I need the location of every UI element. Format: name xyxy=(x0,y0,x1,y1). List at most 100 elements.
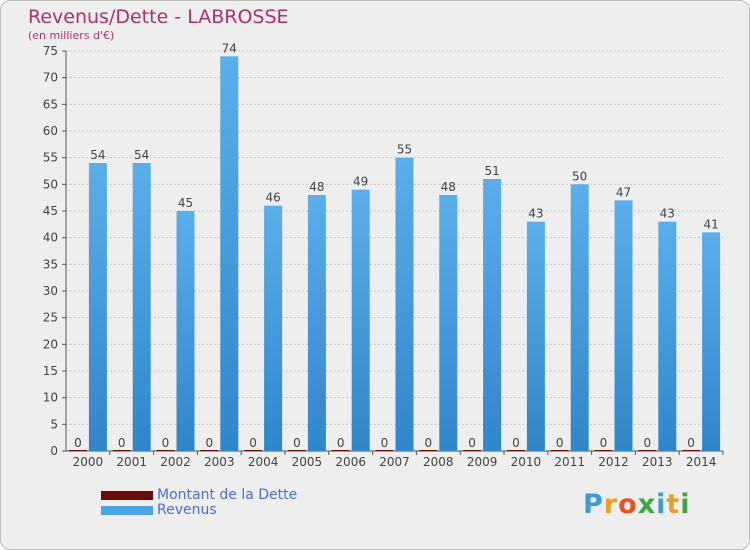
debt-bar xyxy=(550,450,569,451)
y-tick-label: 35 xyxy=(43,257,58,271)
y-tick-label: 30 xyxy=(43,284,58,298)
debt-value-label: 0 xyxy=(512,436,520,450)
debt-bar xyxy=(682,450,701,451)
brand-letter: x xyxy=(637,489,657,520)
y-tick-label: 5 xyxy=(50,417,58,431)
debt-bar xyxy=(68,450,87,451)
debt-value-label: 0 xyxy=(74,436,82,450)
debt-bar xyxy=(287,450,306,451)
debt-value-label: 0 xyxy=(381,436,389,450)
revenue-bar xyxy=(132,163,151,451)
revenue-bar xyxy=(570,184,589,452)
debt-bar xyxy=(331,450,350,451)
debt-value-label: 0 xyxy=(687,436,695,450)
chart-subtitle: (en milliers d'€) xyxy=(28,29,115,42)
y-tick-label: 45 xyxy=(43,204,58,218)
y-tick-label: 0 xyxy=(50,444,58,458)
debt-value-label: 0 xyxy=(249,436,257,450)
debt-bar xyxy=(419,450,438,451)
revenue-bar xyxy=(88,163,107,451)
revenue-bar xyxy=(395,157,414,451)
revenue-bar xyxy=(176,211,195,451)
chart-title: Revenus/Dette - LABROSSE xyxy=(28,6,289,28)
revenue-bar xyxy=(307,195,326,451)
revenue-value-label: 43 xyxy=(660,207,675,221)
y-tick-label: 55 xyxy=(43,151,58,165)
debt-value-label: 0 xyxy=(337,436,345,450)
x-tick-label: 2010 xyxy=(511,455,542,469)
debt-bar xyxy=(463,450,482,451)
legend-label-revenue: Revenus xyxy=(157,502,217,518)
debt-value-label: 0 xyxy=(205,436,213,450)
debt-value-label: 0 xyxy=(643,436,651,450)
debt-value-label: 0 xyxy=(600,436,608,450)
revenue-bar xyxy=(614,200,633,451)
debt-bar xyxy=(638,450,657,451)
x-tick-label: 2005 xyxy=(292,455,323,469)
brand-letter: t xyxy=(666,489,681,520)
y-tick-label: 75 xyxy=(43,44,58,58)
debt-bar xyxy=(156,450,175,451)
legend-swatch-revenue xyxy=(101,505,153,515)
revenue-bar xyxy=(351,189,370,451)
debt-bar xyxy=(594,450,613,451)
revenue-value-label: 49 xyxy=(353,175,368,189)
x-tick-label: 2012 xyxy=(598,455,629,469)
debt-bar xyxy=(506,450,525,451)
debt-value-label: 0 xyxy=(468,436,476,450)
x-tick-label: 2000 xyxy=(73,455,104,469)
y-tick-label: 70 xyxy=(43,71,58,85)
revenue-value-label: 55 xyxy=(397,143,412,157)
revenue-bar xyxy=(658,221,677,451)
revenue-value-label: 46 xyxy=(265,191,280,205)
brand-letter: i xyxy=(680,489,691,520)
revenue-value-label: 54 xyxy=(134,148,149,162)
revenue-value-label: 54 xyxy=(90,148,105,162)
revenue-value-label: 45 xyxy=(178,196,193,210)
revenue-value-label: 51 xyxy=(484,164,499,178)
revenue-value-label: 74 xyxy=(222,41,237,55)
x-tick-label: 2003 xyxy=(204,455,235,469)
y-tick-label: 65 xyxy=(43,97,58,111)
x-tick-label: 2007 xyxy=(379,455,410,469)
revenue-value-label: 43 xyxy=(528,207,543,221)
y-tick-label: 60 xyxy=(43,124,58,138)
legend-label-debt: Montant de la Dette xyxy=(157,487,298,503)
x-tick-label: 2006 xyxy=(335,455,366,469)
revenue-bar xyxy=(526,221,545,451)
x-tick-label: 2001 xyxy=(116,455,147,469)
x-tick-label: 2004 xyxy=(248,455,279,469)
legend-swatch-debt xyxy=(101,490,153,500)
legend-item-debt: Montant de la Dette xyxy=(101,487,298,503)
debt-bar xyxy=(200,450,219,451)
brand-letter: r xyxy=(603,489,619,520)
x-tick-label: 2014 xyxy=(686,455,717,469)
debt-value-label: 0 xyxy=(162,436,170,450)
y-tick-label: 20 xyxy=(43,337,58,351)
debt-bar xyxy=(112,450,131,451)
brand-letter: o xyxy=(618,489,638,520)
x-tick-label: 2002 xyxy=(160,455,191,469)
debt-value-label: 0 xyxy=(556,436,564,450)
x-tick-label: 2013 xyxy=(642,455,673,469)
brand-letter: P xyxy=(583,489,604,520)
brand-logo: Proxiti xyxy=(583,489,691,520)
y-tick-label: 25 xyxy=(43,311,58,325)
revenue-value-label: 48 xyxy=(441,180,456,194)
revenue-bar xyxy=(220,56,239,451)
revenue-bar xyxy=(439,195,458,451)
legend-item-revenue: Revenus xyxy=(101,502,217,518)
revenue-value-label: 41 xyxy=(703,217,718,231)
x-tick-label: 2009 xyxy=(467,455,498,469)
x-tick-label: 2008 xyxy=(423,455,454,469)
revenue-value-label: 50 xyxy=(572,169,587,183)
revenue-bar xyxy=(483,179,502,451)
debt-value-label: 0 xyxy=(293,436,301,450)
revenue-bar xyxy=(264,205,283,451)
y-tick-label: 15 xyxy=(43,364,58,378)
y-tick-label: 40 xyxy=(43,231,58,245)
x-tick-label: 2011 xyxy=(554,455,585,469)
revenue-value-label: 47 xyxy=(616,185,631,199)
y-tick-label: 10 xyxy=(43,391,58,405)
